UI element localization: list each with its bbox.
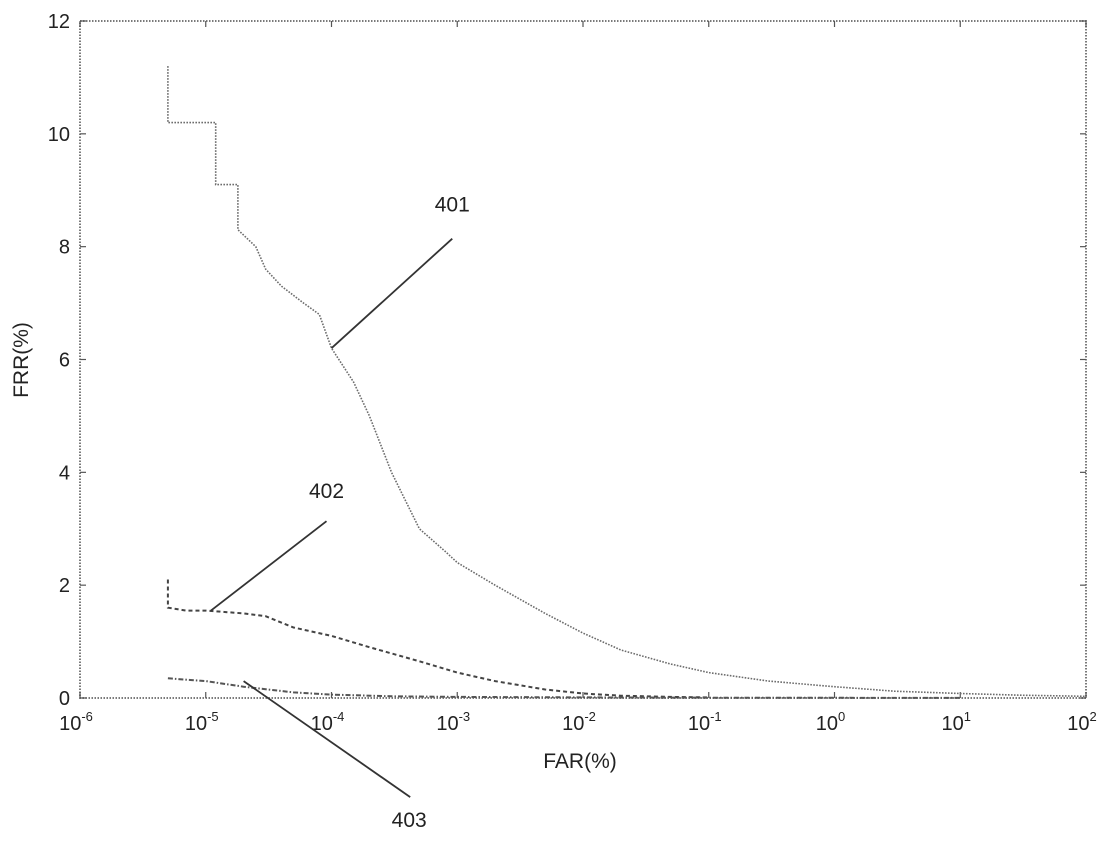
x-tick-label: 10-1: [688, 709, 722, 735]
y-tick-label: 12: [48, 11, 70, 33]
y-axis: 0 2 4 6 8 10 12: [48, 11, 1086, 710]
x-tick-label: 102: [1067, 709, 1096, 735]
annotation-layer: 401 402 403: [211, 194, 470, 832]
y-tick-label: 10: [48, 124, 70, 146]
y-tick-label: 8: [59, 237, 70, 259]
x-tick-label: 10-3: [436, 709, 470, 735]
x-tick-label: 10-5: [185, 709, 219, 735]
x-tick-label: 101: [942, 709, 971, 735]
series-401-line: [168, 66, 1086, 696]
y-axis-label: FRR(%): [10, 322, 33, 398]
leader-line-402: [211, 521, 327, 610]
y-tick-label: 6: [59, 350, 70, 372]
y-tick-label: 2: [59, 575, 70, 597]
leader-line-401: [332, 239, 453, 349]
x-axis-label: FAR(%): [543, 750, 617, 773]
callout-401: 401: [435, 194, 470, 217]
series-403-line: [168, 678, 960, 698]
series-layer: [168, 66, 1086, 698]
series-402-line: [168, 580, 709, 698]
x-tick-label: 10-6: [59, 709, 93, 735]
callout-403: 403: [392, 809, 427, 832]
y-tick-label: 4: [59, 462, 70, 484]
x-tick-label: 100: [816, 709, 845, 735]
x-tick-label: 10-2: [562, 709, 596, 735]
callout-402: 402: [309, 480, 344, 503]
x-axis: 10-610-510-410-310-210-1100101102: [59, 21, 1097, 735]
y-tick-label: 0: [59, 688, 70, 710]
plot-frame: [80, 21, 1086, 698]
